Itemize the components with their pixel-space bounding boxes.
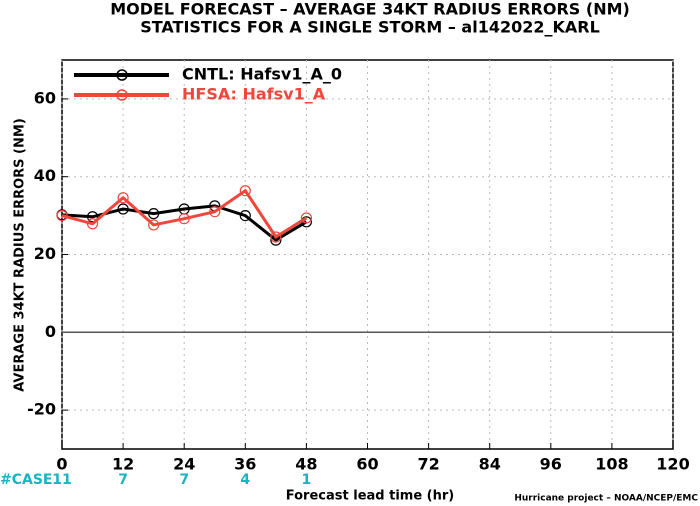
x-tick-label: 36 [234,455,256,474]
x-tick-label: 24 [173,455,195,474]
chart-subtitle: STATISTICS FOR A SINGLE STORM – al142022… [140,18,600,37]
y-tick-label: -20 [27,400,56,419]
x-tick-label: 84 [479,455,501,474]
x-axis-label: Forecast lead time (hr) [286,489,454,504]
y-tick-label: 0 [45,322,56,341]
series-point [148,219,160,231]
legend-label: CNTL: Hafsv1_A_0 [182,65,342,84]
case-label: #CASE [0,472,53,488]
x-tick-label: 0 [56,455,67,474]
series-point [270,231,282,243]
case-count: 11 [52,472,71,488]
x-tick-label: 120 [656,455,689,474]
series-point [209,206,221,218]
series-point [178,213,190,225]
legend-marker [116,69,128,81]
legend-marker [116,89,128,101]
x-tick-label: 60 [356,455,378,474]
series-point [86,218,99,230]
credit: Hurricane project – NOAA/NCEP/EMC [514,494,698,504]
case-count: 7 [179,472,189,488]
x-tick-label: 12 [112,455,134,474]
y-tick-label: 40 [34,166,56,185]
series-point [86,211,99,223]
case-count: 4 [240,472,250,488]
series-point [117,192,129,204]
series-line [61,188,308,240]
series-point [56,210,68,222]
y-axis-label: AVERAGE 34KT RADIUS ERRORS (NM) [13,118,28,392]
case-count: 7 [118,472,128,488]
series-point [239,210,251,222]
x-tick-label: 48 [295,455,317,474]
series-point [117,203,129,215]
y-tick-label: 60 [34,88,56,107]
x-tick-label: 72 [417,455,439,474]
x-tick-label: 108 [595,455,628,474]
y-tick-label: 20 [34,244,56,263]
series-point [300,212,312,224]
chart-title: MODEL FORECAST – AVERAGE 34KT RADIUS ERR… [110,0,630,19]
legend-label: HFSA: Hafsv1_A [182,85,326,104]
x-tick-label: 96 [540,455,562,474]
series-point [239,185,251,197]
series-point [148,208,160,220]
case-count: 1 [302,472,312,488]
